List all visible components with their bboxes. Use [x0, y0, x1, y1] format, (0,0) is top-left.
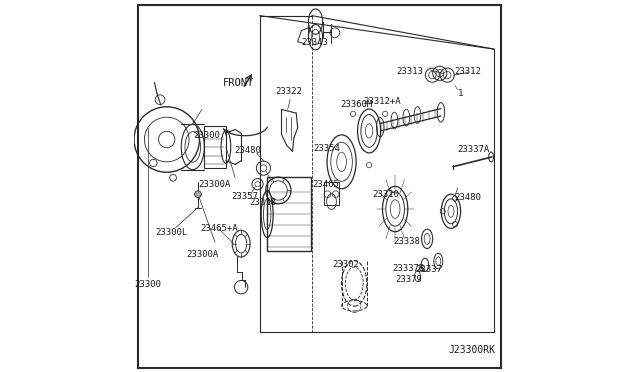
Text: 23322: 23322: [275, 87, 302, 96]
Text: 23357: 23357: [232, 192, 259, 201]
Bar: [204, 126, 225, 168]
Text: 23313: 23313: [397, 67, 424, 76]
Text: 23360M: 23360M: [340, 100, 372, 109]
Text: 23337B: 23337B: [392, 264, 425, 273]
Text: 23318: 23318: [249, 198, 276, 207]
Text: J23300RK: J23300RK: [448, 346, 495, 355]
Text: 23300A: 23300A: [187, 250, 219, 259]
Text: 23337A: 23337A: [457, 145, 489, 154]
Bar: [324, 182, 339, 205]
Text: FRONT: FRONT: [223, 78, 255, 87]
Text: 23300A: 23300A: [198, 180, 230, 189]
Text: 23310: 23310: [372, 190, 399, 199]
Circle shape: [195, 191, 202, 198]
Text: 23337: 23337: [415, 265, 442, 274]
Text: 23312+A: 23312+A: [364, 97, 401, 106]
Text: 23480: 23480: [234, 146, 261, 155]
Text: 23300: 23300: [134, 280, 161, 289]
Text: 23480: 23480: [454, 193, 481, 202]
Text: 23354: 23354: [313, 144, 340, 153]
Text: 23300L: 23300L: [155, 228, 188, 237]
Text: 23300: 23300: [193, 131, 220, 140]
Text: 1: 1: [458, 89, 463, 98]
Text: 23312: 23312: [454, 67, 481, 76]
Text: 23465+A: 23465+A: [200, 224, 237, 233]
Text: 23302: 23302: [332, 260, 359, 269]
Text: 23465: 23465: [312, 180, 339, 189]
Text: 23343: 23343: [301, 38, 328, 47]
Text: 23338: 23338: [394, 237, 420, 246]
Text: 23379: 23379: [395, 275, 422, 284]
Bar: [267, 177, 311, 251]
